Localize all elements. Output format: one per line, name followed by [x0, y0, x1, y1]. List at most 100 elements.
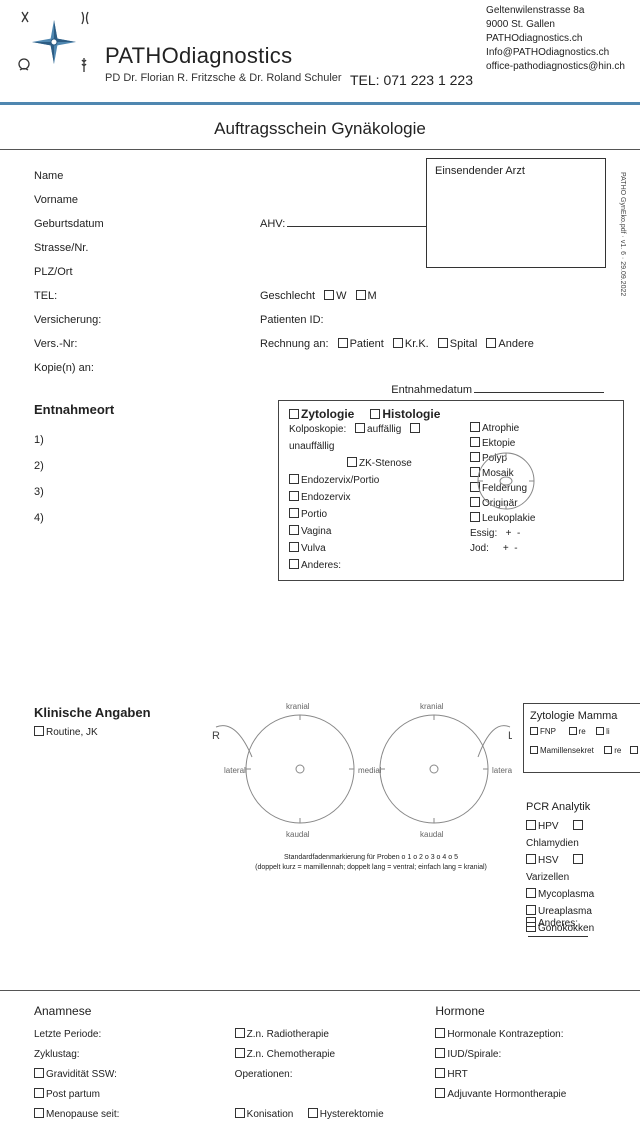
- checkbox-andere[interactable]: [486, 338, 496, 348]
- checkbox-hrt[interactable]: [435, 1068, 445, 1078]
- addr-email1: Info@PATHOdiagnostics.ch: [486, 46, 625, 60]
- histologie-h: Histologie: [382, 407, 440, 421]
- checkbox-w[interactable]: [324, 290, 334, 300]
- checkbox-ez[interactable]: [289, 491, 299, 501]
- label-meno: Menopause seit:: [46, 1109, 119, 1120]
- checkbox-zkstenose[interactable]: [347, 457, 357, 467]
- field-kopien: Kopie(n) an:: [34, 356, 234, 380]
- checkbox-zytologie[interactable]: [289, 409, 299, 419]
- checkbox-fnp-li[interactable]: [596, 727, 604, 735]
- version-note: PATHO GynEko.pdf · v1. 6 · 29.09.2022: [619, 172, 626, 296]
- label-ektopie: Ektopie: [482, 438, 515, 449]
- checkbox-hpv[interactable]: [526, 820, 536, 830]
- checkbox-va[interactable]: [289, 525, 299, 535]
- zyto-left: Kolposkopie: auffällig unauffällig ZK-St…: [289, 421, 464, 574]
- label-leuko: Leukoplakie: [482, 513, 535, 524]
- checkbox-hsv[interactable]: [526, 854, 536, 864]
- zytologie-box: Zytologie Histologie Kolposkopie: auffäl…: [278, 400, 624, 581]
- checkbox-ep[interactable]: [289, 474, 299, 484]
- label-w: W: [336, 290, 346, 302]
- ahv-input[interactable]: [287, 226, 427, 227]
- main-block: Zytologie Histologie Kolposkopie: auffäl…: [34, 402, 620, 738]
- checkbox-sek-re[interactable]: [604, 746, 612, 754]
- checkbox-grav[interactable]: [34, 1068, 44, 1078]
- label-sekret: Mamillensekret: [540, 746, 594, 755]
- label-chemo: Z.n. Chemotherapie: [247, 1049, 335, 1060]
- label-andere: Andere: [498, 338, 533, 350]
- jod-plus[interactable]: +: [503, 543, 509, 554]
- label-konis: Konisation: [247, 1109, 294, 1120]
- patient-left-col: Name Vorname Geburtsdatum Strasse/Nr. PL…: [34, 164, 234, 380]
- checkbox-m[interactable]: [356, 290, 366, 300]
- checkbox-spital[interactable]: [438, 338, 448, 348]
- label-fnp-re: re: [579, 727, 586, 736]
- checkbox-konis[interactable]: [235, 1108, 245, 1118]
- checkbox-fnp[interactable]: [530, 727, 538, 735]
- entnahme-datum-row: Entnahmedatum: [0, 382, 640, 396]
- field-geburt: Geburtsdatum: [34, 212, 234, 236]
- checkbox-radio[interactable]: [235, 1028, 245, 1038]
- checkbox-pcr-andere[interactable]: [526, 917, 536, 927]
- label-hsv: HSV: [538, 855, 559, 866]
- checkbox-histologie[interactable]: [370, 409, 380, 419]
- checkbox-variz[interactable]: [573, 854, 583, 864]
- kaudal-l: kaudal: [286, 830, 310, 839]
- checkbox-fnp-re[interactable]: [569, 727, 577, 735]
- mamma-box: Zytologie Mamma FNP re li Mamillensekret…: [523, 703, 640, 773]
- klinische-row: Klinische Angaben Routine, JK R kranial …: [34, 705, 620, 738]
- checkbox-kk[interactable]: [393, 338, 403, 348]
- geschlecht-label: Geschlecht: [260, 290, 315, 302]
- page-title: Auftragsschein Gynäkologie: [0, 105, 640, 150]
- checkbox-sek-li[interactable]: [630, 746, 638, 754]
- field-vorname: Vorname: [34, 188, 234, 212]
- pcr-andere-input[interactable]: [528, 936, 588, 937]
- checkbox-chemo[interactable]: [235, 1048, 245, 1058]
- checkbox-an[interactable]: [289, 559, 299, 569]
- pcr-h: PCR Analytik: [526, 799, 620, 816]
- checkbox-patient[interactable]: [338, 338, 348, 348]
- breast-l-label: L: [508, 730, 512, 742]
- label-patient: Patient: [350, 338, 384, 350]
- label-po: Portio: [301, 509, 327, 520]
- checkbox-atrophie[interactable]: [470, 422, 480, 432]
- field-plz: PLZ/Ort: [34, 260, 234, 284]
- label-hyst: Hysterektomie: [320, 1109, 384, 1120]
- bottom-section: Anamnese Letzte Periode: Zyklustag: Grav…: [0, 990, 640, 1145]
- note1: Standardfadenmarkierung für Proben o 1 o…: [236, 853, 506, 863]
- essig-plus[interactable]: +: [506, 528, 512, 539]
- checkbox-kontra[interactable]: [435, 1028, 445, 1038]
- checkbox-chlam[interactable]: [573, 820, 583, 830]
- addr-street: Geltenwilenstrasse 8a: [486, 4, 625, 18]
- label-kontra: Hormonale Kontrazeption:: [447, 1029, 563, 1040]
- label-sek-re: re: [614, 746, 621, 755]
- checkbox-po[interactable]: [289, 508, 299, 518]
- checkbox-vu[interactable]: [289, 542, 299, 552]
- field-versnr: Vers.-Nr:: [34, 332, 234, 356]
- entnahme-datum-input[interactable]: [474, 392, 604, 393]
- label-fnp-li: li: [606, 727, 610, 736]
- entnahme-datum-label: Entnahmedatum: [391, 384, 472, 396]
- jod-minus[interactable]: -: [514, 543, 517, 554]
- checkbox-ektopie[interactable]: [470, 437, 480, 447]
- checkbox-sekret[interactable]: [530, 746, 538, 754]
- checkbox-leuko[interactable]: [470, 512, 480, 522]
- checkbox-routine[interactable]: [34, 726, 44, 736]
- checkbox-hyst[interactable]: [308, 1108, 318, 1118]
- label-variz: Varizellen: [526, 872, 569, 883]
- medial: medial: [358, 766, 382, 775]
- label-va: Vagina: [301, 526, 331, 537]
- patient-section: PATHO GynEko.pdf · v1. 6 · 29.09.2022 Ei…: [0, 150, 640, 382]
- label-m: M: [368, 290, 377, 302]
- checkbox-meno[interactable]: [34, 1108, 44, 1118]
- lp: Letzte Periode:: [34, 1025, 205, 1045]
- checkbox-myco[interactable]: [526, 888, 536, 898]
- checkbox-urea[interactable]: [526, 905, 536, 915]
- checkbox-iud[interactable]: [435, 1048, 445, 1058]
- checkbox-adj[interactable]: [435, 1088, 445, 1098]
- field-name: Name: [34, 164, 234, 188]
- checkbox-auffaellig[interactable]: [355, 423, 365, 433]
- checkbox-unauffaellig[interactable]: [410, 423, 420, 433]
- label-kk: Kr.K.: [405, 338, 429, 350]
- essig-minus[interactable]: -: [517, 528, 520, 539]
- checkbox-pp[interactable]: [34, 1088, 44, 1098]
